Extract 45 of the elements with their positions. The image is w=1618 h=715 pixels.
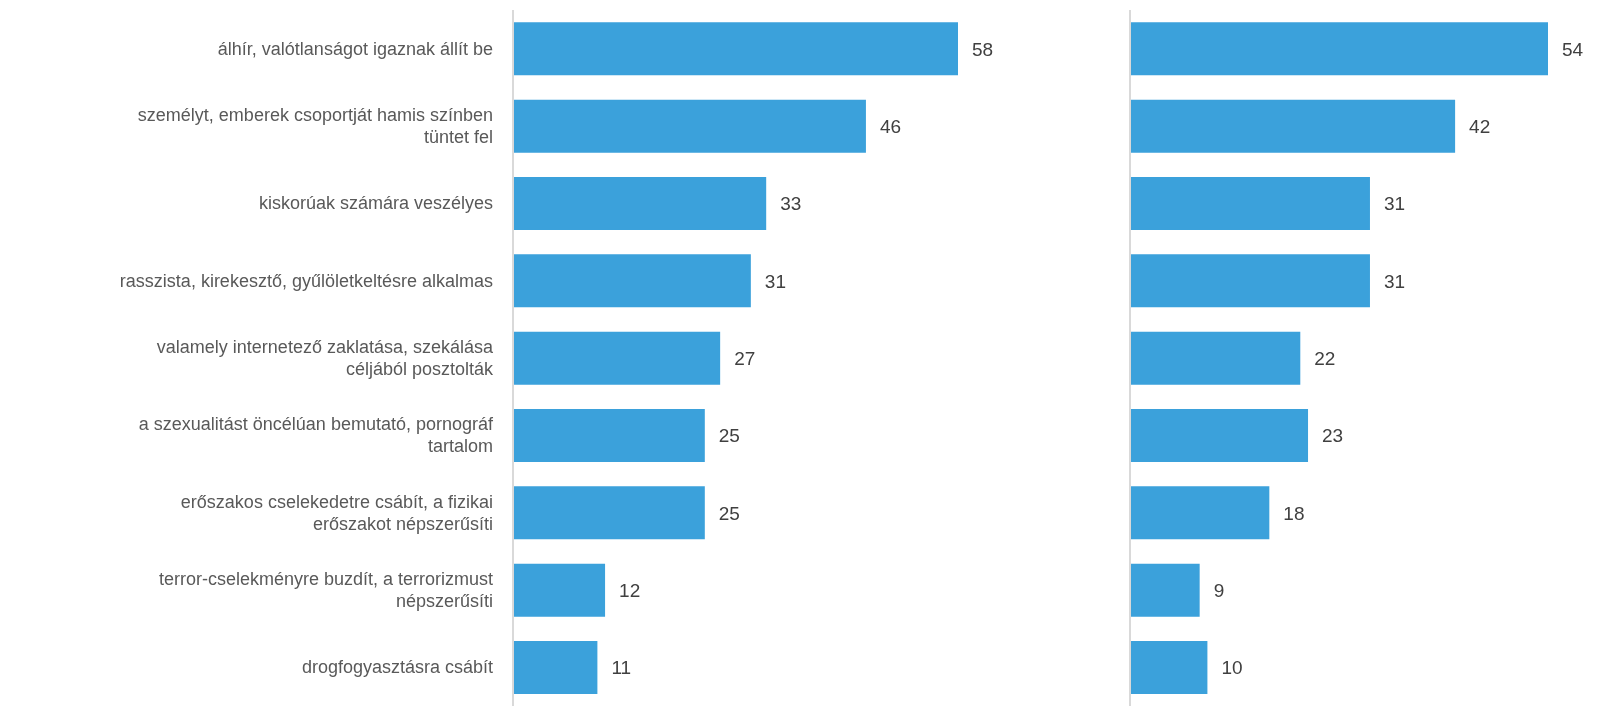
bar — [513, 486, 705, 540]
y-tick-label: valamely internetező zaklatása, szekálása céljából posztolták — [156, 337, 494, 379]
data-label: 11 — [611, 657, 632, 679]
bar — [513, 331, 721, 385]
data-label: 23 — [1322, 425, 1344, 447]
data-label: 31 — [1383, 270, 1406, 292]
bar — [513, 641, 598, 695]
bar — [1130, 641, 1208, 695]
bar — [1130, 99, 1456, 153]
data-label: 25 — [718, 502, 740, 524]
y-tick-label: drogfogyasztásra csábít — [301, 657, 493, 678]
data-label: 10 — [1221, 657, 1243, 679]
bar — [1130, 331, 1301, 385]
data-label: 9 — [1213, 579, 1225, 601]
data-label: 42 — [1469, 115, 1491, 137]
bar — [513, 99, 866, 153]
bar — [513, 409, 705, 463]
data-label: 31 — [764, 270, 786, 292]
bar — [513, 563, 606, 617]
y-tick-label: a szexualitást öncélúan bemutató, pornográf tartalom — [138, 414, 494, 457]
bar — [1130, 254, 1370, 308]
data-label: 58 — [972, 38, 994, 60]
bar — [1130, 409, 1309, 463]
bar — [1130, 486, 1270, 540]
y-tick-label: rasszista, kirekesztő, gyűlöletkeltésre alkalmas — [119, 270, 493, 291]
data-label: 33 — [780, 193, 802, 215]
data-label: 25 — [718, 425, 740, 447]
data-label: 22 — [1314, 347, 1336, 369]
bar — [1130, 22, 1548, 76]
bar — [513, 254, 751, 308]
y-tick-label: terror-cselekményre buzdít, a terrorizmust népszerűsíti — [158, 569, 493, 611]
bar — [1130, 563, 1200, 617]
y-tick-label: személyt, emberek csoportját hamis színben tüntet fel — [137, 105, 493, 147]
data-label: 27 — [734, 347, 756, 369]
bar — [1130, 177, 1370, 231]
data-label: 54 — [1562, 38, 1584, 60]
data-label: 12 — [619, 579, 641, 601]
data-label: 31 — [1383, 193, 1406, 215]
data-label: 46 — [879, 115, 902, 137]
bar — [513, 177, 767, 231]
y-tick-label: kiskorúak számára veszélyes — [258, 193, 493, 214]
data-label: 18 — [1283, 502, 1305, 524]
y-tick-label: erőszakos cselekedetre csábít, a fizikai erőszakot népszerűsíti — [180, 491, 493, 534]
bar — [513, 22, 958, 76]
y-tick-label: álhír, valótlanságot igaznak állít be — [217, 38, 493, 59]
